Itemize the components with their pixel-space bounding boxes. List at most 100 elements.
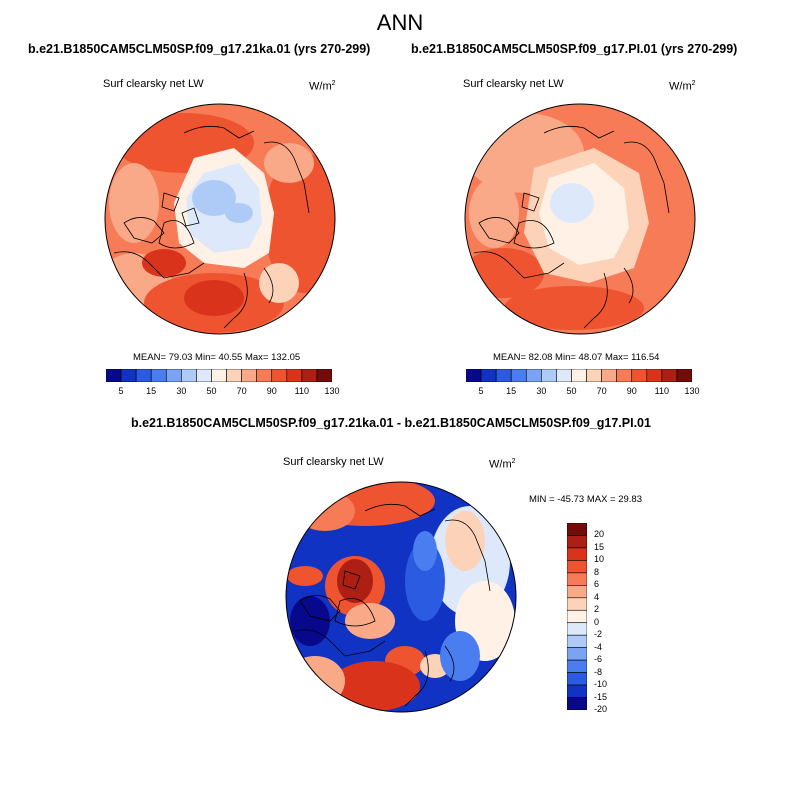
colorbar-swatch (181, 369, 197, 382)
colorbar-tick-label: 4 (594, 591, 600, 602)
colorbar-swatch (567, 560, 587, 574)
diff-colorbar-swatches (567, 523, 587, 710)
colorbar-tick-label: 70 (596, 386, 607, 396)
colorbar-swatch (165, 369, 182, 382)
colorbar-tick-label: -4 (594, 641, 603, 652)
left-polar-map (104, 103, 336, 335)
colorbar-tick-label: 15 (594, 541, 605, 552)
colorbar-swatch (480, 369, 497, 382)
colorbar-swatch (120, 369, 137, 382)
colorbar-swatch (616, 369, 633, 382)
colorbar-swatch (567, 672, 587, 686)
colorbar-swatch (586, 369, 602, 382)
colorbar-swatch (150, 369, 167, 382)
left-panel-units: W/m2 (309, 80, 336, 93)
colorbar-tick-label: -15 (594, 691, 608, 702)
colorbar-swatch (466, 369, 482, 382)
right-colorbar-swatches (466, 369, 692, 382)
left-panel-heading: b.e21.B1850CAM5CLM50SP.f09_g17.21ka.01 (… (28, 42, 371, 56)
right-panel-stats: MEAN= 82.08 Min= 48.07 Max= 116.54 (493, 352, 660, 363)
colorbar-tick-label: 30 (536, 386, 547, 396)
colorbar-swatch (631, 369, 648, 382)
colorbar-swatch (510, 369, 527, 382)
colorbar-swatch (571, 369, 587, 382)
colorbar-swatch (135, 369, 152, 382)
diff-panel-stats: MIN = -45.73 MAX = 29.83 (529, 494, 643, 505)
colorbar-tick-label: 110 (294, 386, 310, 396)
colorbar-swatch (301, 369, 318, 382)
colorbar-tick-label: -8 (594, 666, 603, 677)
colorbar-tick-label: 70 (236, 386, 247, 396)
diff-panel-units: W/m2 (489, 458, 516, 471)
colorbar-tick-label: 15 (506, 386, 517, 396)
right-panel-variable: Surf clearsky net LW (463, 78, 564, 90)
colorbar-swatch (661, 369, 678, 382)
colorbar-swatch (567, 647, 587, 661)
colorbar-swatch (567, 547, 587, 561)
colorbar-swatch (567, 697, 587, 710)
colorbar-swatch (676, 369, 692, 382)
colorbar-swatch (286, 369, 303, 382)
colorbar-swatch (226, 369, 242, 382)
colorbar-swatch (567, 523, 587, 536)
colorbar-tick-label: 130 (684, 386, 700, 396)
colorbar-tick-label: -20 (594, 704, 608, 714)
colorbar-swatch (495, 369, 512, 382)
diff-polar-map (285, 481, 517, 713)
colorbar-swatch (541, 369, 557, 382)
colorbar-swatch (556, 369, 572, 382)
diff-panel-heading: b.e21.B1850CAM5CLM50SP.f09_g17.21ka.01 -… (131, 416, 651, 430)
colorbar-swatch (106, 369, 122, 382)
colorbar-swatch (567, 609, 587, 624)
colorbar-swatch (567, 572, 587, 586)
colorbar-tick-label: 15 (146, 386, 157, 396)
colorbar-swatch (316, 369, 332, 382)
colorbar-swatch (567, 684, 587, 698)
page-title: ANN (376, 10, 424, 35)
colorbar-tick-label: 130 (324, 386, 340, 396)
colorbar-swatch (256, 369, 273, 382)
colorbar-tick-label: 10 (594, 554, 605, 565)
colorbar-swatch (241, 369, 257, 382)
right-panel-heading: b.e21.B1850CAM5CLM50SP.f09_g17.PI.01 (yr… (411, 42, 738, 56)
colorbar-swatch (271, 369, 288, 382)
right-polar-map (464, 103, 696, 335)
colorbar-tick-label: 90 (626, 386, 637, 396)
right-colorbar (466, 369, 692, 382)
colorbar-tick-label: 50 (206, 386, 217, 396)
colorbar-tick-label: 0 (594, 616, 600, 627)
colorbar-swatch (567, 597, 587, 611)
colorbar-swatch (567, 659, 587, 673)
colorbar-swatch (601, 369, 617, 382)
colorbar-tick-label: 5 (118, 386, 124, 396)
colorbar-swatch (525, 369, 542, 382)
left-colorbar (106, 369, 332, 382)
left-panel-stats: MEAN= 79.03 Min= 40.55 Max= 132.05 (133, 352, 301, 363)
colorbar-tick-label: 50 (566, 386, 577, 396)
colorbar-tick-label: 5 (478, 386, 484, 396)
colorbar-tick-label: -10 (594, 679, 608, 690)
colorbar-tick-label: 20 (594, 529, 605, 540)
diff-panel-variable: Surf clearsky net LW (283, 456, 384, 468)
colorbar-tick-label: 6 (594, 579, 600, 590)
left-colorbar-labels: 5 15 30 50 70 90 110 130 (106, 386, 340, 398)
colorbar-swatch (196, 369, 212, 382)
colorbar-tick-label: -6 (594, 654, 603, 665)
colorbar-swatch (567, 585, 587, 599)
colorbar-tick-label: -2 (594, 629, 603, 640)
colorbar-tick-label: 110 (654, 386, 670, 396)
colorbar-swatch (567, 535, 587, 549)
left-colorbar-swatches (106, 369, 332, 382)
colorbar-swatch (567, 622, 587, 636)
right-colorbar-labels: 5 15 30 50 70 90 110 130 (466, 386, 700, 398)
diff-colorbar-labels: 20 15 10 8 6 4 2 0 -2 -4 -6 -8 -10 -15 -20 (592, 523, 632, 714)
colorbar-tick-label: 8 (594, 566, 600, 577)
colorbar-swatch (567, 634, 587, 648)
colorbar-swatch (646, 369, 663, 382)
colorbar-swatch (211, 369, 227, 382)
colorbar-tick-label: 2 (594, 604, 600, 615)
right-panel-units: W/m2 (669, 80, 696, 93)
diff-colorbar (567, 523, 587, 710)
colorbar-tick-label: 30 (176, 386, 187, 396)
colorbar-tick-label: 90 (266, 386, 277, 396)
